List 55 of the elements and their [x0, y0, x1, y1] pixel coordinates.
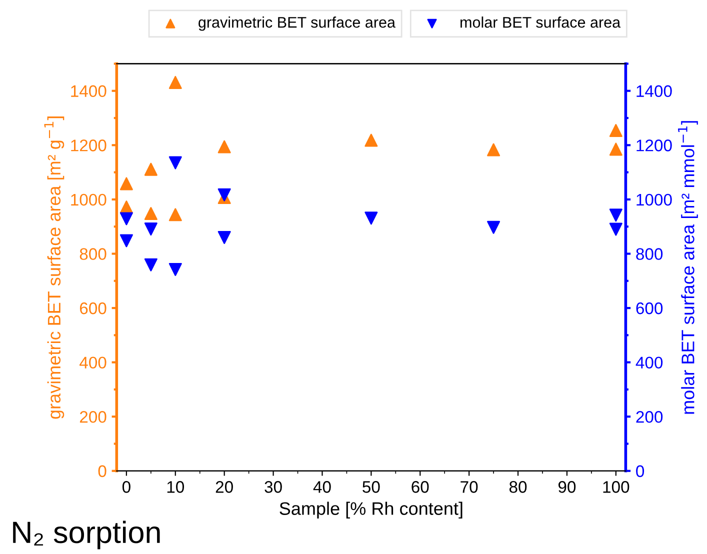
point — [609, 124, 622, 137]
point — [120, 234, 133, 248]
x-tick-label: 20 — [216, 481, 233, 493]
y-tick-label: 200 — [80, 411, 106, 423]
y-tick-label: 600 — [80, 302, 106, 314]
point — [487, 220, 500, 234]
point — [218, 188, 231, 202]
x-tick-label: 50 — [362, 481, 380, 493]
y2-tick-label: 1200 — [636, 140, 672, 152]
point — [144, 258, 158, 272]
point — [218, 230, 231, 244]
x-tick-label: 40 — [313, 481, 331, 493]
x-tick-label: 10 — [167, 481, 184, 493]
x-tick-label: 90 — [558, 481, 576, 493]
point — [487, 143, 500, 156]
point — [364, 134, 378, 147]
y2-tick-label: 200 — [636, 411, 663, 423]
point — [144, 162, 158, 176]
x-tick-label: 60 — [412, 481, 429, 493]
point — [364, 212, 378, 225]
y-tick-label: 1000 — [71, 194, 106, 206]
point — [609, 222, 622, 236]
legend-label: molar BET surface area — [460, 16, 621, 28]
point — [168, 76, 182, 89]
y2-tick-label: 400 — [636, 356, 663, 369]
point — [120, 212, 133, 226]
y-tick-label: 1200 — [71, 140, 106, 152]
y2-tick-label: 1400 — [636, 85, 672, 98]
y2-axis-title: molar BET surface area [m² mmol$^{−1}$] — [678, 121, 698, 414]
point — [168, 156, 182, 170]
y-tick-label: 400 — [80, 356, 106, 369]
point — [609, 142, 622, 156]
point — [609, 208, 622, 222]
x-tick-label: 80 — [509, 481, 527, 493]
legend-label: gravimetric BET surface area — [198, 16, 396, 31]
y2-tick-label: 0 — [636, 465, 644, 478]
x-tick-label: 100 — [603, 481, 630, 493]
y2-tick-label: 800 — [636, 248, 663, 260]
y-axis-title: gravimetric BET surface area [m² g$^{−1}$] — [44, 116, 64, 419]
point — [120, 177, 133, 190]
x-tick-label: 0 — [122, 481, 130, 493]
point — [144, 222, 158, 236]
y2-tick-label: 600 — [636, 302, 663, 314]
y-tick-label: 0 — [98, 465, 106, 478]
point — [218, 140, 231, 154]
x-axis-title: Sample [% Rh content] — [280, 502, 462, 519]
y2-tick-label: 1000 — [636, 194, 672, 206]
point — [168, 208, 182, 222]
y-tick-label: 800 — [80, 248, 106, 260]
point — [168, 262, 182, 276]
y-tick-label: 1400 — [71, 85, 106, 98]
point — [144, 207, 158, 220]
x-tick-label: 30 — [264, 481, 282, 493]
x-tick-label: 70 — [460, 481, 478, 493]
text: N₂ sorption — [13, 520, 160, 550]
